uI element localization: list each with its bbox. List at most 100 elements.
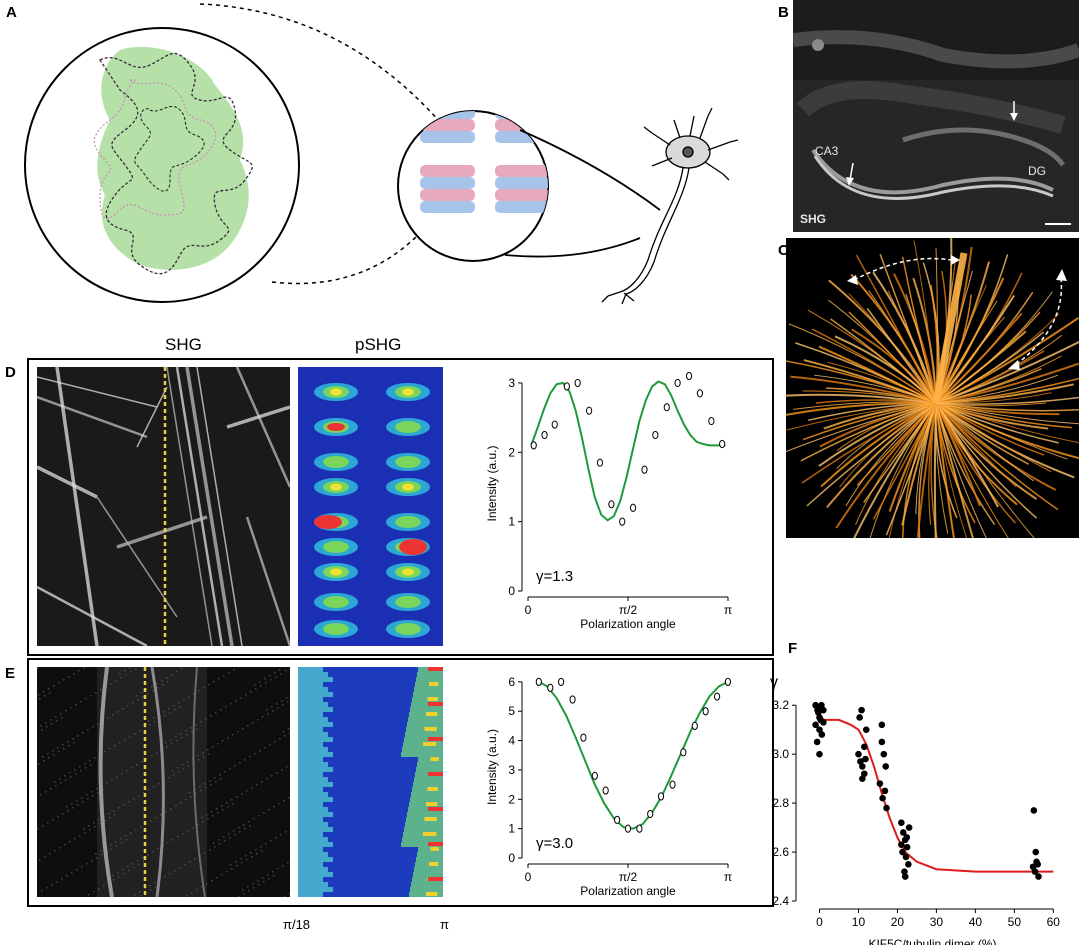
fit-curve (819, 718, 1054, 873)
y-axis-label: Intensity (a.u.) (485, 729, 499, 805)
data-point (1035, 873, 1042, 880)
column-title-pshg: pSHG (355, 335, 402, 354)
data-point (696, 389, 703, 398)
panel-letter-a: A (6, 4, 17, 21)
y-axis-label: Intensity (a.u.) (485, 445, 499, 521)
data-point (558, 677, 565, 686)
data-point (574, 378, 581, 388)
data-point (856, 714, 863, 721)
x-tick-label: 10 (852, 915, 866, 929)
y-tick-label: 3.2 (772, 698, 789, 712)
data-point (862, 755, 869, 763)
neuron-drawing (601, 107, 739, 305)
data-point (663, 403, 670, 412)
data-point (619, 517, 626, 526)
data-point (614, 815, 621, 824)
data-point (905, 860, 912, 868)
data-point (1030, 807, 1038, 814)
data-point (815, 709, 822, 716)
data-point (901, 868, 908, 875)
data-point (657, 792, 665, 801)
panel-e-frame (27, 658, 774, 907)
panel-letter-c: C (778, 242, 789, 259)
gamma-annotation: γ=3.0 (536, 835, 573, 852)
x-tick-label: 60 (1047, 915, 1061, 929)
data-point (641, 465, 648, 474)
data-point (855, 750, 862, 758)
y-tick-label: 2 (508, 445, 515, 459)
chart-d-intensity-vs-angle: 0 1 2 3 0 π/2 π Polarization angle Intensity (a.… (485, 372, 732, 631)
heatmap-tick-left: π/18 (283, 917, 311, 932)
data-point (813, 738, 821, 746)
x-tick-label: 0 (816, 915, 823, 929)
data-point (569, 695, 576, 704)
data-point (719, 439, 726, 449)
shg-image-d (37, 367, 290, 646)
y-tick-label: 0 (508, 584, 515, 598)
data-point (820, 706, 827, 714)
y-tick-label: 4 (508, 734, 515, 748)
x-tick-label: 0 (525, 603, 532, 617)
data-point (903, 843, 911, 851)
data-point (591, 771, 598, 780)
data-point (530, 441, 537, 450)
data-point (880, 750, 888, 758)
data-point (903, 834, 911, 841)
y-tick-label: 2.8 (772, 796, 789, 810)
protein-structure (93, 46, 253, 275)
data-point (647, 809, 654, 819)
data-point (878, 721, 886, 729)
data-point (680, 748, 687, 757)
y-tick-label: 6 (508, 675, 515, 689)
x-tick-label: π (724, 603, 732, 617)
y-tick-label: 0 (508, 851, 515, 865)
chart-e-intensity-vs-angle: 0 1 2 3 4 5 6 0 π/2 π Polarization angle Intensity … (485, 675, 732, 898)
data-point (563, 382, 570, 391)
data-point (669, 780, 676, 789)
panel-d-frame (27, 358, 774, 656)
pshg-heatmap-e (298, 667, 443, 897)
data-point (812, 721, 819, 729)
shg-image-e (37, 667, 290, 897)
data-point (905, 824, 913, 831)
y-axis-label: γ (770, 674, 778, 691)
y-tick-label: 5 (508, 704, 515, 718)
panel-letter-d: D (5, 364, 16, 381)
data-point (1032, 848, 1040, 856)
data-point (691, 721, 698, 731)
data-point (685, 372, 693, 381)
data-point (902, 853, 910, 861)
data-point (624, 824, 632, 833)
data-point (878, 738, 886, 746)
data-point (898, 841, 905, 849)
data-point (881, 787, 889, 795)
data-point (708, 416, 715, 426)
y-tick-label: 2.4 (772, 894, 789, 908)
label-ca3: CA3 (815, 144, 839, 158)
panel-a-illustration (24, 3, 739, 305)
x-tick-label: 0 (525, 870, 532, 884)
data-point (702, 707, 709, 716)
pshg-heatmap-d (298, 367, 443, 646)
data-point (535, 677, 542, 686)
data-point (629, 503, 637, 512)
data-point (817, 716, 824, 724)
x-tick-label: π (724, 870, 732, 884)
y-tick-label: 3.0 (772, 747, 789, 761)
x-axis-label: Polarization angle (580, 884, 676, 898)
data-point (898, 819, 905, 826)
data-point (879, 794, 886, 802)
data-point (861, 770, 868, 778)
label-dg: DG (1028, 164, 1046, 178)
x-tick-label: 30 (930, 915, 944, 929)
y-tick-label: 2.6 (772, 845, 789, 859)
fit-curve (530, 380, 726, 522)
x-axis-label: KIF5C/tubulin dimer (%) (868, 937, 996, 945)
panel-letter-f: F (788, 640, 798, 657)
data-point (1029, 863, 1037, 871)
data-point (899, 829, 907, 836)
data-point (876, 780, 884, 787)
y-tick-label: 3 (508, 763, 515, 777)
label-shg-b: SHG (800, 212, 827, 226)
data-point (551, 420, 558, 429)
